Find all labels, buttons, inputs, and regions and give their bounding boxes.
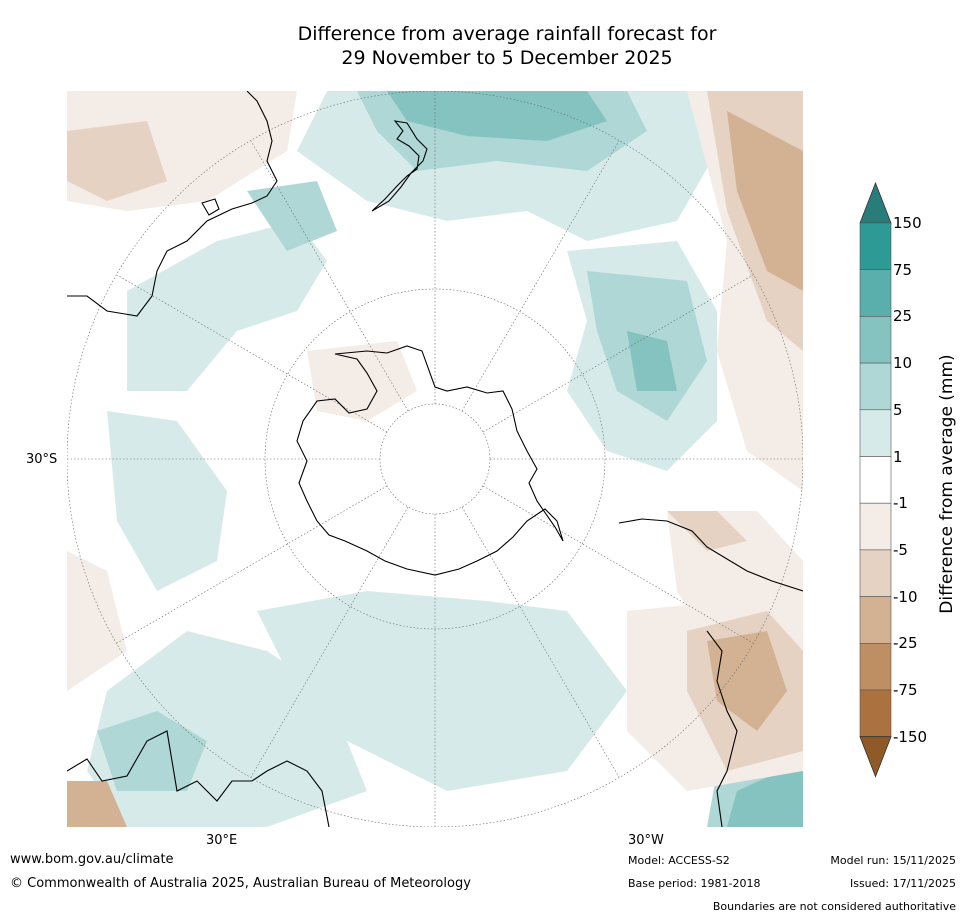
colorbar-tick-label: 75 [893, 260, 913, 279]
colorbar-tick-label: -150 [893, 727, 928, 746]
colorbar-tick-label: 5 [893, 400, 903, 419]
base-period-text: Base period: 1981-2018 [628, 877, 761, 890]
colorbar-over-arrow [859, 181, 892, 224]
boundaries-note: Boundaries are not considered authoritat… [712, 900, 956, 913]
colorbar-band [859, 502, 892, 551]
lat-label-30s: 30°S [26, 452, 58, 467]
colorbar-band [859, 269, 892, 317]
lon-label-30e: 30°E [206, 833, 238, 848]
colorbar-band [859, 549, 892, 597]
south-america-coast [618, 518, 803, 592]
colorbar [859, 181, 892, 778]
colorbar-band [859, 362, 892, 411]
graticule [67, 91, 803, 827]
colorbar-tick-label: -1 [893, 494, 908, 513]
colorbar-band [859, 456, 892, 504]
map-title: Difference from average rainfall forecas… [0, 22, 965, 70]
lon-label-30w: 30°W [628, 833, 664, 848]
colorbar-band [859, 222, 892, 271]
colorbar-tick-label: -75 [893, 681, 918, 699]
colorbar-band [859, 689, 892, 738]
antarctica-coast [296, 345, 564, 576]
title-line-1: Difference from average rainfall forecas… [297, 23, 717, 45]
colorbar-band [859, 596, 892, 644]
colorbar-tick-label: -10 [893, 587, 918, 606]
colorbar-label: Difference from average (mm) [937, 354, 957, 614]
model-text: Model: ACCESS-S2 [628, 854, 730, 867]
website-link[interactable]: www.bom.gov.au/climate [10, 852, 174, 867]
australia-coast [67, 91, 278, 317]
colorbar-tick-label: -25 [893, 634, 918, 653]
colorbar-band [859, 316, 892, 364]
coastlines [67, 91, 803, 827]
rainfall-map [67, 91, 803, 827]
map-canvas [67, 91, 803, 827]
colorbar-band [859, 642, 892, 691]
title-line-2: 29 November to 5 December 2025 [341, 47, 673, 69]
model-run-text: Model run: 15/11/2025 [830, 854, 956, 867]
colorbar-tick-label: 150 [893, 214, 922, 232]
colorbar-band [859, 409, 892, 457]
copyright-text: © Commonwealth of Australia 2025, Austra… [10, 876, 471, 891]
colorbar-tick-label: 1 [893, 447, 903, 466]
colorbar-tick-label: 25 [893, 307, 913, 326]
issued-text: Issued: 17/11/2025 [849, 877, 956, 890]
colorbar-tick-label: 10 [893, 354, 913, 373]
anomaly-patches [67, 91, 803, 827]
colorbar-tick-label: -5 [893, 540, 908, 559]
colorbar-under-arrow [859, 736, 892, 778]
new-zealand-coast [371, 120, 428, 212]
tasmania-coast [201, 198, 220, 216]
africa-coast [67, 730, 330, 827]
